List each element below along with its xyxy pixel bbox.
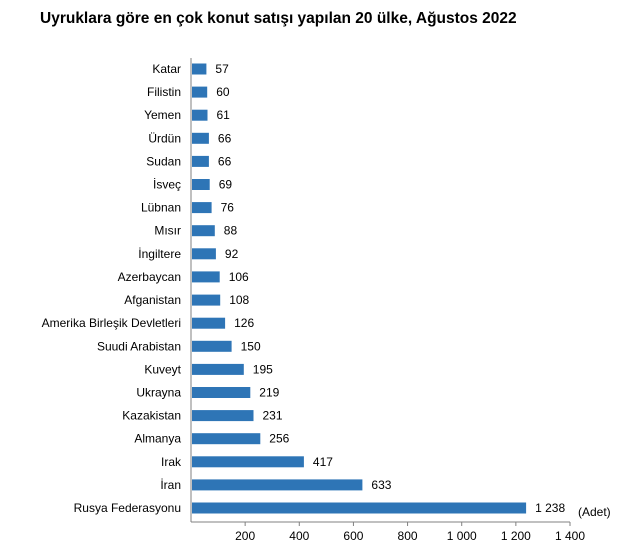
value-label: 150 [241, 339, 261, 353]
category-label: Irak [161, 455, 182, 469]
bar [192, 179, 210, 190]
category-label: Amerika Birleşik Devletleri [42, 316, 181, 330]
category-labels: Katar Filistin Yemen Ürdün Sudan İsveç Lübnan M… [42, 62, 182, 515]
value-label: 88 [224, 224, 238, 238]
value-labels: 57 60 61 66 66 69 76 88 92 106 108 126 150 195 219 231 2… [215, 62, 565, 515]
category-label: Filistin [147, 85, 181, 99]
category-label: Lübnan [141, 201, 181, 215]
x-tick-label: 1 000 [447, 529, 477, 543]
bar [192, 456, 304, 468]
bar [192, 225, 215, 237]
value-label: 417 [313, 455, 333, 469]
category-label: Mısır [154, 224, 181, 238]
value-label: 66 [218, 131, 232, 145]
bar [192, 363, 244, 375]
x-axis-unit-label: (Adet) [578, 505, 611, 519]
bar [192, 271, 220, 283]
value-label: 69 [219, 178, 233, 192]
category-label: Katar [152, 62, 181, 76]
value-label: 195 [253, 362, 273, 376]
x-tick-label: 600 [343, 529, 363, 543]
x-tick-label: 1 200 [501, 529, 531, 543]
bar [192, 433, 261, 445]
chart-title: Uyruklara göre en çok konut satışı yapıl… [40, 10, 517, 27]
bar [192, 202, 212, 214]
value-label: 60 [216, 85, 230, 99]
category-label: Yemen [144, 108, 181, 122]
value-label: 57 [215, 62, 229, 76]
category-label: İran [160, 478, 181, 492]
value-label: 231 [263, 409, 283, 423]
x-tick-label: 1 400 [555, 529, 585, 543]
bar [192, 317, 226, 329]
value-label: 92 [225, 247, 239, 261]
bar [192, 109, 208, 121]
category-label: Suudi Arabistan [97, 339, 181, 353]
category-label: Rusya Federasyonu [74, 501, 181, 515]
x-tick-label: 200 [235, 529, 255, 543]
value-label: 61 [217, 108, 231, 122]
x-axis-ticks: 200 400 600 800 1 000 1 200 1 400 [235, 522, 585, 543]
bar [192, 155, 209, 167]
category-label: Azerbaycan [118, 270, 181, 284]
value-label: 633 [371, 478, 391, 492]
value-label: 106 [229, 270, 249, 284]
category-label: İngiltere [138, 247, 181, 261]
value-label: 256 [269, 432, 289, 446]
bar [192, 294, 221, 306]
value-label: 66 [218, 154, 232, 168]
value-label: 1 238 [535, 501, 565, 515]
value-label: 126 [234, 316, 254, 330]
category-label: Ukrayna [136, 386, 181, 400]
category-label: Ürdün [148, 131, 181, 145]
bar [192, 63, 207, 75]
category-label: Kuveyt [144, 362, 181, 376]
category-label: Sudan [146, 154, 181, 168]
category-label: Kazakistan [122, 409, 181, 423]
value-label: 108 [229, 293, 249, 307]
bar-series [192, 63, 527, 514]
bar [192, 502, 527, 514]
x-tick-label: 800 [398, 529, 418, 543]
chart-axes [190, 58, 570, 523]
bar [192, 387, 251, 398]
bar [192, 479, 363, 491]
bar [192, 86, 208, 98]
bar [192, 340, 232, 352]
bar [192, 132, 209, 144]
bar [192, 410, 254, 422]
value-label: 76 [221, 201, 235, 215]
category-label: Afganistan [124, 293, 181, 307]
category-label: Almanya [134, 432, 181, 446]
value-label: 219 [259, 386, 279, 400]
category-label: İsveç [153, 178, 181, 192]
bar [192, 248, 216, 260]
x-tick-label: 400 [289, 529, 309, 543]
